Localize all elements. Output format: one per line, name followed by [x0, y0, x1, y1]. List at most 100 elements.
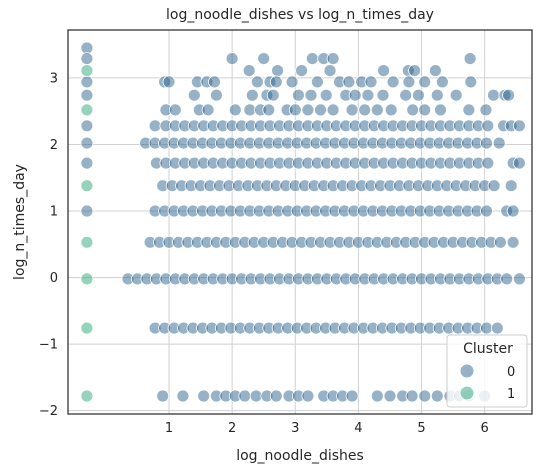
- data-point-cluster-0: [481, 119, 495, 133]
- data-point-cluster-0: [386, 75, 400, 89]
- data-point-cluster-0: [480, 136, 493, 150]
- data-point-cluster-1: [80, 272, 94, 286]
- data-point-cluster-0: [364, 75, 378, 89]
- data-point-cluster-0: [225, 52, 239, 65]
- legend-title: Cluster: [463, 341, 513, 357]
- x-tick-label: 2: [228, 421, 236, 436]
- data-point-cluster-0: [80, 204, 94, 218]
- data-point-cluster-0: [348, 88, 362, 102]
- data-point-cluster-0: [326, 103, 340, 117]
- data-point-cluster-0: [377, 64, 391, 77]
- data-point-cluster-0: [304, 88, 318, 102]
- data-point-cluster-0: [243, 103, 257, 117]
- data-point-cluster-0: [449, 88, 463, 102]
- data-point-cluster-0: [197, 389, 211, 403]
- data-point-cluster-1: [80, 235, 94, 249]
- data-point-cluster-0: [481, 156, 495, 170]
- data-point-cluster-0: [262, 103, 276, 117]
- data-point-cluster-0: [430, 389, 444, 403]
- data-point-cluster-0: [80, 75, 94, 89]
- data-point-cluster-0: [201, 103, 215, 117]
- data-point-cluster-0: [245, 88, 259, 102]
- data-point-cluster-0: [490, 321, 504, 335]
- data-point-cluster-0: [480, 204, 493, 218]
- legend-marker-cluster-0: [459, 363, 475, 379]
- data-point-cluster-0: [463, 52, 477, 65]
- data-point-cluster-0: [310, 75, 324, 89]
- data-point-cluster-0: [80, 52, 94, 65]
- data-point-cluster-0: [285, 75, 299, 89]
- y-tick-labels: −2 −1 0 1 2 3: [39, 71, 58, 419]
- data-point-cluster-0: [430, 88, 444, 102]
- data-point-cluster-0: [383, 389, 397, 403]
- data-point-cluster-0: [249, 389, 263, 403]
- y-tick-label: 3: [50, 71, 58, 86]
- data-point-cluster-0: [462, 103, 476, 117]
- data-point-cluster-0: [406, 103, 420, 117]
- data-point-cluster-0: [464, 75, 478, 89]
- data-point-cluster-0: [269, 75, 283, 89]
- y-tick-label: −2: [39, 404, 58, 419]
- data-point-cluster-0: [228, 103, 242, 117]
- data-point-cluster-0: [376, 88, 390, 102]
- data-point-cluster-0: [305, 52, 319, 65]
- x-tick-label: 6: [481, 421, 489, 436]
- data-point-cluster-0: [288, 103, 302, 117]
- data-point-cluster-0: [513, 272, 526, 286]
- chart-title: log_noodle_dishes vs log_n_times_day: [166, 7, 434, 23]
- data-point-cluster-0: [399, 88, 413, 102]
- data-point-cluster-0: [428, 64, 442, 77]
- data-point-cluster-0: [513, 156, 526, 170]
- data-point-cluster-0: [208, 75, 221, 89]
- x-tick-label: 5: [417, 421, 425, 436]
- data-point-cluster-0: [301, 103, 315, 117]
- data-point-cluster-0: [493, 235, 507, 249]
- data-point-cluster-0: [250, 75, 264, 89]
- data-point-cluster-0: [418, 75, 432, 89]
- data-point-cluster-0: [148, 119, 162, 133]
- data-point-cluster-0: [418, 389, 432, 403]
- data-point-cluster-0: [411, 88, 425, 102]
- data-point-cluster-0: [168, 103, 182, 117]
- x-axis-label: log_noodle_dishes: [236, 448, 364, 464]
- data-point-cluster-0: [345, 389, 359, 403]
- data-point-cluster-0: [500, 272, 514, 286]
- data-point-cluster-0: [361, 88, 375, 102]
- data-point-cluster-0: [479, 103, 493, 117]
- data-point-cluster-0: [418, 103, 432, 117]
- data-point-cluster-0: [266, 88, 280, 102]
- y-tick-label: 2: [50, 138, 58, 153]
- data-point-cluster-0: [326, 52, 340, 65]
- data-point-cluster-0: [176, 389, 190, 403]
- x-tick-label: 4: [354, 421, 362, 436]
- data-point-cluster-0: [506, 235, 520, 249]
- data-point-cluster-0: [301, 389, 315, 403]
- data-point-cluster-0: [492, 136, 506, 150]
- data-point-cluster-0: [358, 103, 372, 117]
- data-point-cluster-0: [80, 156, 94, 170]
- data-point-cluster-1: [80, 179, 94, 193]
- data-point-cluster-0: [319, 88, 333, 102]
- data-point-cluster-0: [513, 119, 526, 133]
- data-point-cluster-0: [345, 103, 359, 117]
- data-point-cluster-1: [80, 389, 94, 403]
- data-point-cluster-0: [291, 88, 305, 102]
- data-point-cluster-0: [487, 179, 501, 193]
- data-point-cluster-0: [323, 64, 337, 77]
- x-tick-label: 3: [291, 421, 299, 436]
- data-point-cluster-1: [80, 103, 94, 117]
- data-point-cluster-0: [405, 389, 419, 403]
- data-point-cluster-0: [342, 75, 356, 89]
- data-point-cluster-0: [271, 64, 285, 77]
- data-point-cluster-0: [257, 52, 271, 65]
- data-point-cluster-1: [80, 321, 94, 335]
- y-axis-label: log_n_times_day: [12, 164, 28, 280]
- plot-frame: [67, 29, 533, 415]
- data-point-cluster-0: [295, 64, 309, 77]
- data-point-cluster-0: [502, 88, 516, 102]
- y-tick-label: 0: [50, 271, 58, 286]
- data-point-cluster-0: [480, 321, 493, 335]
- data-point-cluster-0: [506, 204, 520, 218]
- data-point-cluster-0: [80, 119, 94, 133]
